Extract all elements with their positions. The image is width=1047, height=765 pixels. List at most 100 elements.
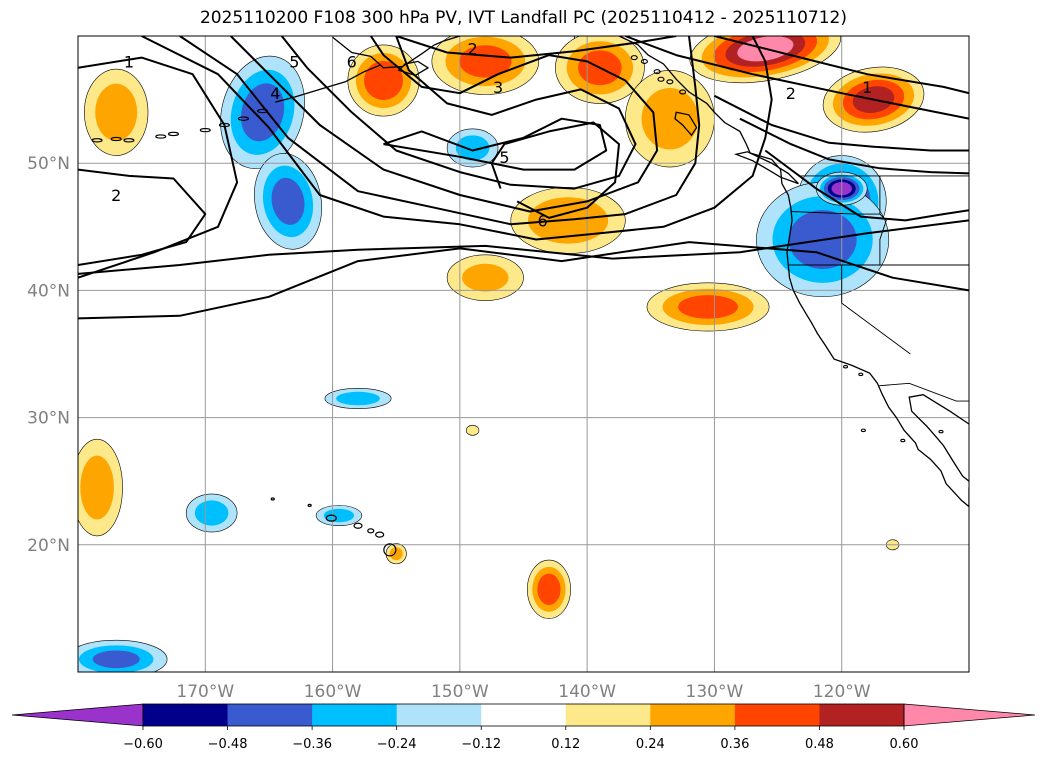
colorbar-segment — [734, 704, 820, 726]
axis-ticks: 170°W 160°W 150°W 140°W 130°W 120°W 20°N 30°N 40… — [27, 154, 871, 702]
colorbar-tick-label: −0.12 — [461, 737, 501, 752]
colorbar-tick-label: 0.36 — [720, 737, 749, 752]
pv-anomaly — [185, 493, 238, 533]
coastline-archipelago-island — [657, 76, 665, 82]
map-frame — [77, 35, 970, 673]
contour-label: 5 — [499, 148, 509, 167]
contour-label: 4 — [270, 84, 280, 103]
coastline-haida-gwaii — [674, 111, 698, 137]
colorbar-tick-label: −0.36 — [292, 737, 332, 752]
colorbar-tick-label: 0.60 — [890, 737, 919, 752]
pv-fill-level — [537, 573, 561, 606]
ivt-contour-line — [714, 36, 969, 95]
lon-tick-label: 130°W — [686, 682, 744, 702]
colorbar-segment — [819, 704, 905, 726]
pv-fill-level — [271, 177, 305, 225]
pv-fill-level — [641, 87, 699, 150]
pv-anomaly — [324, 388, 392, 409]
lon-tick-label: 120°W — [813, 682, 871, 702]
colorbar-tick-label: −0.24 — [377, 737, 417, 752]
coastline-hawaii-island — [270, 497, 275, 501]
pv-fill-level — [678, 295, 739, 319]
colorbar-segment — [481, 704, 567, 726]
pv-fill-level — [323, 508, 355, 523]
pv-fill-level — [92, 650, 140, 669]
ivt-contour-line — [179, 36, 701, 226]
coastline-hawaii-island — [325, 514, 337, 522]
colorbar-upper-extend — [903, 703, 1036, 727]
coastline-small-island — [842, 364, 849, 369]
colorbar-tick-label: −0.60 — [123, 737, 163, 752]
coastline-small-island — [858, 372, 864, 377]
pv-fill-level — [336, 391, 380, 406]
colorbar-segment — [650, 704, 736, 726]
pv-anomaly — [527, 559, 571, 619]
contour-label: 5 — [289, 52, 299, 71]
pv-fill-level — [364, 61, 403, 100]
colorbar-segment — [143, 704, 229, 726]
contour-label: 2 — [467, 40, 477, 59]
contour-label: 3 — [493, 78, 503, 97]
figure-title: 2025110200 F108 300 hPa PV, IVT Landfall… — [199, 8, 847, 28]
colorbar: −0.60 −0.48 −0.36 −0.24 −0.12 0.12 0.24 0.36 0.4… — [11, 703, 1036, 752]
gridlines — [78, 36, 969, 672]
coastline-aleutian-island — [237, 116, 250, 121]
pv-fill-level — [462, 263, 509, 292]
coastline-aleutian-island — [199, 127, 211, 133]
ivt-contour-line — [383, 117, 608, 171]
lon-tick-label: 170°W — [176, 682, 234, 702]
ivt-contour-line — [229, 36, 659, 213]
coastline-aleutian-island — [123, 138, 135, 143]
colorbar-segment — [565, 704, 651, 726]
ivt-contour-line — [490, 121, 620, 219]
pv-fill-level — [455, 135, 490, 161]
pv-anomaly — [446, 128, 499, 168]
colorbar-segment — [396, 704, 482, 726]
coastline-archipelago-island — [653, 69, 661, 75]
colorbar-tick-label: 0.24 — [636, 737, 665, 752]
ivt-contour-line — [78, 241, 969, 320]
border-ca-nv — [841, 265, 911, 355]
colorbar-segment — [312, 704, 398, 726]
coastline-alaska-peninsula — [275, 64, 380, 103]
ivt-contour-line — [141, 36, 773, 241]
ivt-contours — [78, 36, 969, 320]
colorbar-lower-extend — [11, 703, 144, 727]
pv-anomaly — [78, 639, 168, 672]
contour-label: 6 — [347, 52, 357, 71]
pv-anomaly — [555, 36, 645, 104]
border-id — [879, 175, 887, 265]
coastline-gulf-california — [908, 394, 969, 482]
pv-anomaly — [465, 424, 480, 436]
pv-anomaly — [431, 36, 540, 95]
coastline-aleutian-island — [110, 136, 122, 142]
colorbar-tick-label: −0.48 — [208, 737, 248, 752]
pv-fill-level — [194, 500, 229, 526]
coastline-hawaii-island — [375, 531, 385, 538]
coastline-hawaii-island — [383, 543, 397, 557]
coastline-aleutian-island — [155, 134, 167, 139]
ivt-contour-line — [78, 219, 969, 275]
lat-tick-label: 20°N — [27, 536, 70, 556]
lat-tick-label: 40°N — [27, 281, 70, 301]
coastline-small-island — [860, 428, 866, 433]
lon-tick-label: 150°W — [431, 682, 489, 702]
coastline-hawaii-island — [307, 503, 312, 507]
lat-tick-label: 30°N — [27, 409, 70, 429]
coastline-small-island — [938, 429, 944, 434]
coastline-north-america — [618, 36, 969, 508]
pv-anomaly — [315, 505, 363, 527]
coastline-aleutian-island — [91, 138, 103, 143]
coastline-small-island — [900, 438, 906, 443]
contour-label: 2 — [111, 186, 121, 205]
coastline-archipelago-island — [679, 89, 687, 95]
ivt-contour-line — [78, 168, 207, 266]
pv-anomaly — [385, 543, 407, 565]
coastline-archipelago-island — [630, 55, 638, 61]
pv-anomaly — [84, 68, 149, 156]
lon-tick-label: 160°W — [304, 682, 362, 702]
pv-fill-level — [459, 45, 512, 78]
pv-fill-level — [389, 547, 403, 561]
